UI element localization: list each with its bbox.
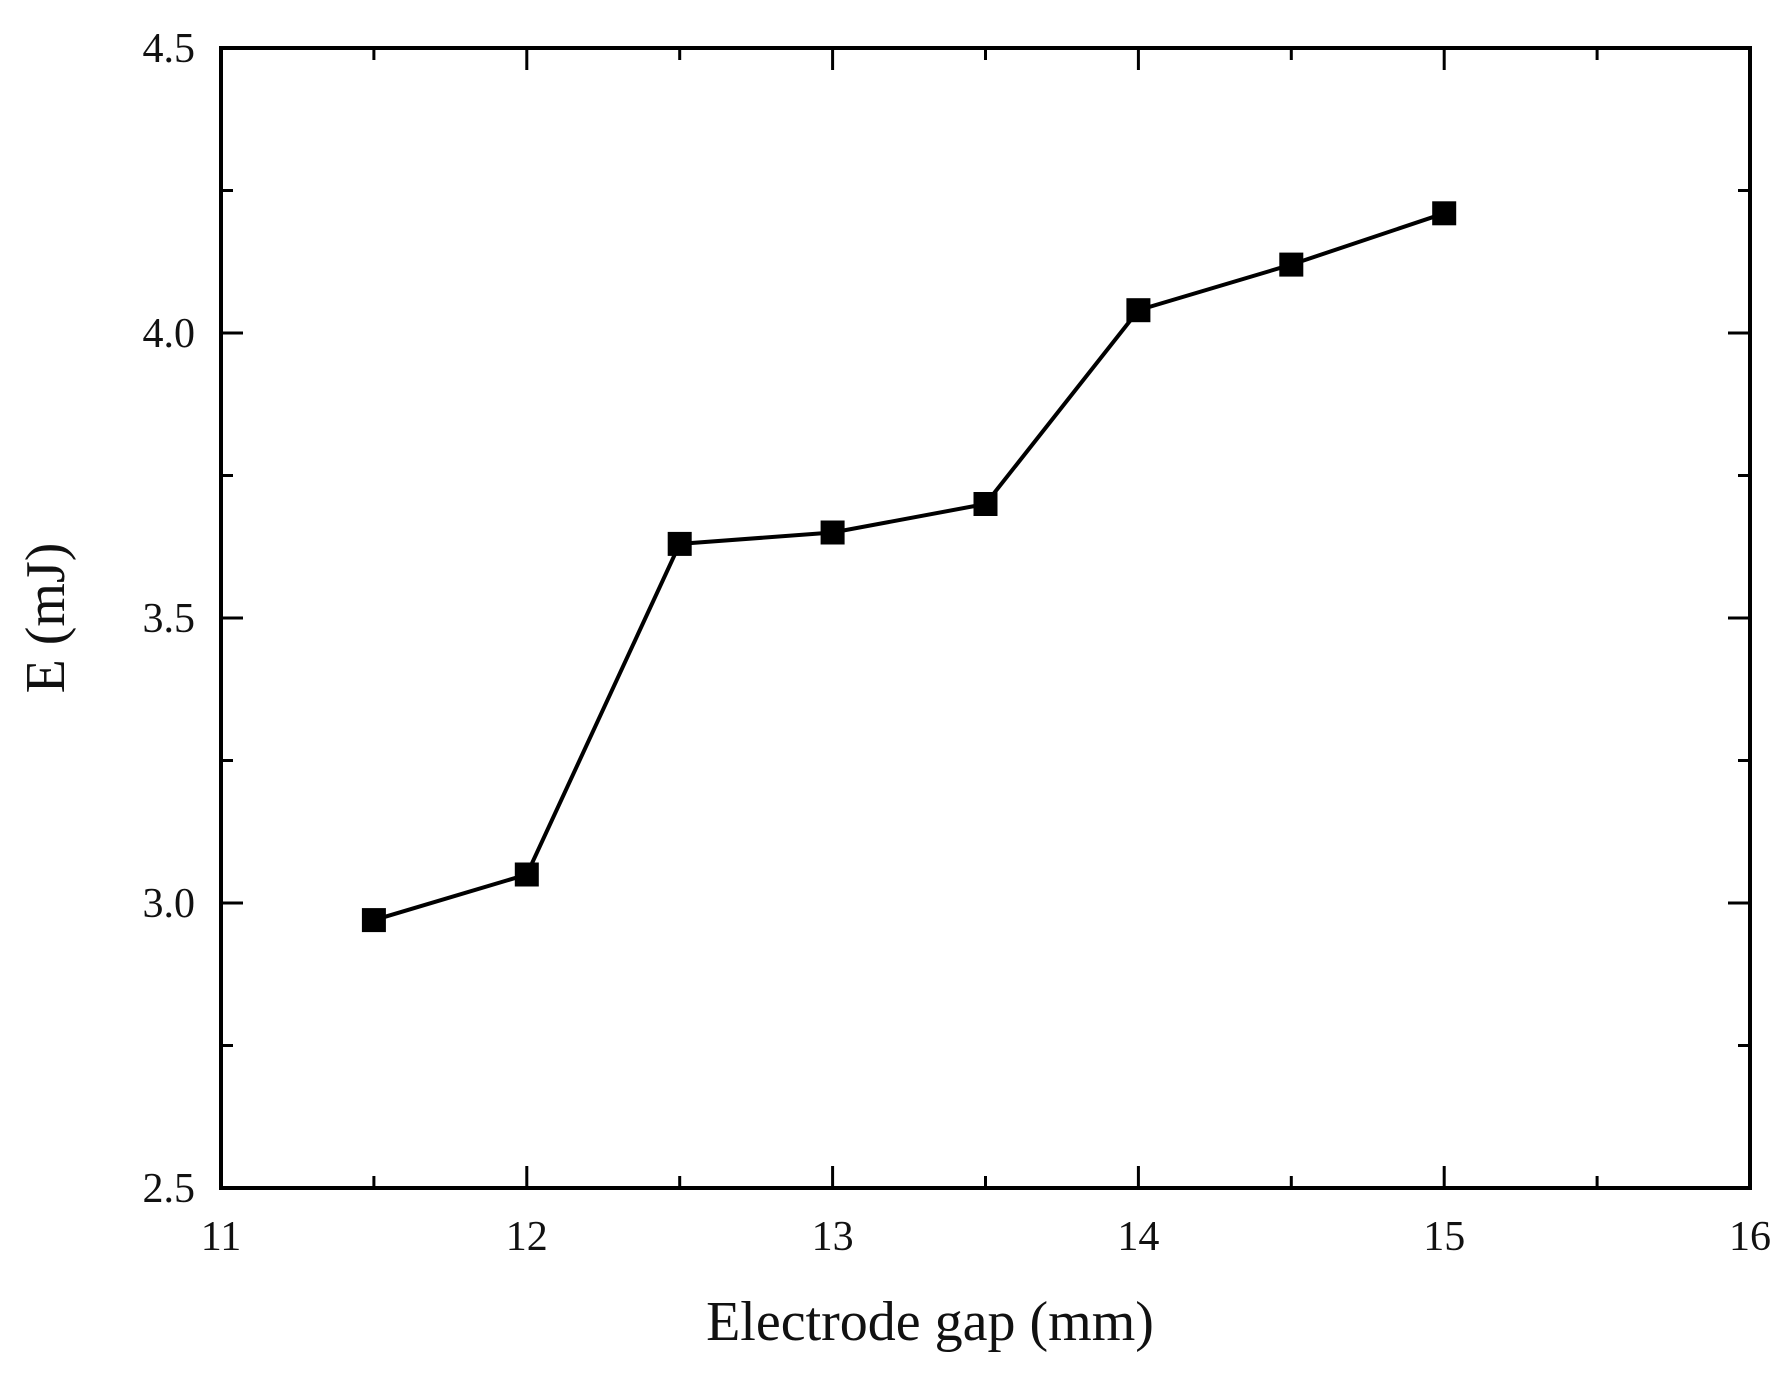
series-layer	[361, 201, 1457, 933]
data-point-marker	[820, 520, 845, 545]
y-tick-label: 3.0	[143, 881, 196, 927]
x-tick-label: 14	[1117, 1214, 1159, 1260]
x-tick-label: 12	[506, 1214, 548, 1260]
data-point-marker	[1432, 201, 1457, 226]
series-line	[373, 211, 1445, 923]
labels-layer: 11 12 13 14 15 16 2.5 3.0 3.5 4.0 4.5	[143, 26, 1772, 1260]
ticks-layer	[219, 46, 1752, 1190]
y-tick-label: 4.0	[143, 311, 196, 357]
x-tick-label: 16	[1729, 1214, 1771, 1260]
x-tick-label: 15	[1423, 1214, 1465, 1260]
y-axis-title: E (mJ)	[15, 543, 77, 694]
y-tick-label: 3.5	[143, 596, 196, 642]
data-point-marker	[1126, 298, 1151, 323]
data-point-marker	[973, 492, 998, 516]
x-axis-title: Electrode gap (mm)	[706, 1291, 1154, 1353]
data-point-marker	[514, 862, 539, 887]
data-point-marker	[667, 531, 692, 556]
y-tick-label: 2.5	[143, 1166, 196, 1212]
plot-frame	[219, 46, 1752, 1190]
data-point-marker	[1279, 252, 1304, 277]
y-tick-label: 4.5	[143, 26, 196, 72]
data-point-marker	[361, 908, 386, 933]
x-tick-label: 11	[201, 1214, 241, 1260]
x-tick-label: 13	[812, 1214, 854, 1260]
